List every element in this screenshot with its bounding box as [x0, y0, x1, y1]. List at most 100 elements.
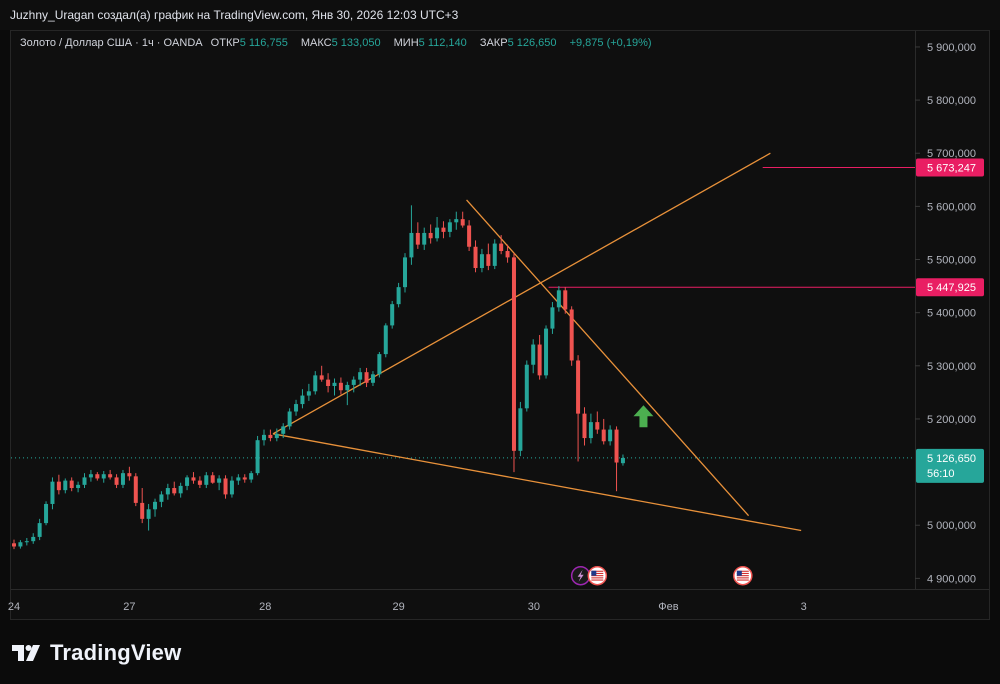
- flag-stripe: [736, 579, 749, 581]
- high-value: 5 133,050: [331, 37, 381, 49]
- candle-body: [351, 379, 356, 385]
- time-axis-label: 29: [392, 601, 404, 613]
- candle-body: [82, 477, 87, 485]
- candle-body: [101, 474, 106, 479]
- tradingview-mark-icon: [12, 645, 40, 661]
- candle-body: [191, 477, 196, 481]
- trendlines: [272, 152, 802, 532]
- candle-body: [18, 542, 23, 547]
- candle-body: [153, 501, 158, 510]
- level-price-tag: [916, 278, 984, 297]
- candle-body: [281, 426, 286, 434]
- candle-body: [172, 488, 177, 494]
- candle-body: [146, 509, 151, 519]
- tradingview-logo[interactable]: TradingView: [12, 640, 182, 665]
- candle-body: [31, 536, 36, 542]
- candle-body: [531, 344, 536, 365]
- candle-body: [133, 476, 138, 503]
- price-axis-label: 5 200,000: [927, 414, 976, 426]
- candle-body: [114, 477, 119, 485]
- price-axis-label: 5 000,000: [927, 520, 976, 532]
- price-axis-label: 5 400,000: [927, 308, 976, 320]
- time-axis-label: 24: [8, 601, 20, 613]
- candle-body: [313, 375, 318, 392]
- candle-body: [287, 411, 292, 427]
- candle-body: [268, 434, 273, 439]
- candle-body: [204, 475, 209, 485]
- candle-body: [120, 473, 125, 485]
- annotations: [570, 405, 753, 586]
- candle-body: [197, 480, 202, 485]
- candle-body: [537, 344, 542, 376]
- time-axis-divider: [11, 589, 989, 590]
- up-arrow-icon: [633, 405, 654, 428]
- time-axis-label: 3: [801, 601, 807, 613]
- candle-body: [217, 478, 222, 483]
- candle-body: [492, 243, 497, 266]
- close-value: 5 126,650: [507, 37, 557, 49]
- candle-body: [460, 219, 465, 226]
- candle-body: [223, 478, 228, 495]
- candle-body: [518, 408, 523, 451]
- current-price-label: 5 126,650: [927, 453, 976, 465]
- candle-body: [261, 434, 266, 441]
- trendline: [466, 199, 750, 517]
- flag-stripe: [591, 579, 604, 581]
- candle-body: [88, 474, 93, 478]
- flag-stripe: [736, 575, 749, 577]
- flag-stripe: [736, 577, 749, 579]
- candle-body: [159, 494, 164, 502]
- candle-body: [236, 477, 241, 481]
- candle-body: [396, 287, 401, 305]
- symbol-name[interactable]: Золото / Доллар США · 1ч · OANDA: [20, 37, 203, 49]
- price-axis-label: 5 700,000: [927, 148, 976, 160]
- flag-stripe: [591, 577, 604, 579]
- horizontal-levels: 5 447,925 5 673,247 5 126,650 56:10: [548, 158, 984, 483]
- price-axis[interactable]: 4 900,000 5 000,000 5 200,000 5 300,000 5 40…: [915, 42, 976, 585]
- price-chart[interactable]: 5 447,925 5 673,247 5 126,650 56:10 4 900,0…: [0, 0, 1000, 620]
- level-price-tag: [916, 158, 984, 177]
- trendline: [272, 152, 771, 435]
- candle-body: [505, 251, 510, 258]
- price-change: +9,875 (+0,19%): [569, 37, 652, 49]
- price-axis-label: 4 900,000: [927, 573, 976, 585]
- candle-body: [12, 543, 16, 547]
- candle-body: [56, 481, 61, 491]
- candle-body: [614, 429, 619, 463]
- flag-canton: [591, 570, 597, 576]
- candle-body: [69, 480, 74, 489]
- close-label: ЗАКР: [479, 37, 508, 49]
- candle-body: [422, 232, 427, 245]
- open-label: ОТКР: [210, 37, 240, 49]
- candle-body: [576, 360, 581, 414]
- candle-body: [370, 374, 375, 383]
- level-price-label: 5 447,925: [927, 282, 976, 294]
- candle-body: [306, 391, 311, 396]
- current-price-tag: [916, 448, 984, 483]
- flag-stripe: [591, 572, 604, 575]
- candle-body: [524, 364, 529, 409]
- candles: [12, 205, 625, 550]
- price-axis-label: 5 900,000: [927, 42, 976, 54]
- candle-body: [255, 440, 260, 474]
- chart-frame[interactable]: [10, 30, 990, 620]
- brand-name: TradingView: [50, 640, 182, 665]
- candle-body: [140, 502, 145, 519]
- candle-body: [454, 219, 459, 223]
- us-flag-event-icon: [587, 565, 608, 586]
- candle-body: [595, 422, 600, 430]
- candle-body: [249, 473, 254, 480]
- candle-body: [569, 309, 574, 361]
- flag-stripe: [591, 575, 604, 577]
- low-label: МИН: [393, 37, 419, 49]
- candle-body: [563, 290, 568, 310]
- time-axis[interactable]: 24 27 28 29 30 Фев 3: [8, 601, 807, 613]
- time-axis-label: 28: [259, 601, 271, 613]
- candle-body: [467, 225, 472, 247]
- candle-body: [358, 372, 363, 380]
- candle-body: [486, 254, 491, 266]
- candle-body: [601, 429, 606, 442]
- candle-body: [50, 481, 55, 504]
- candle-body: [364, 372, 369, 383]
- open-value: 5 116,755: [239, 37, 288, 49]
